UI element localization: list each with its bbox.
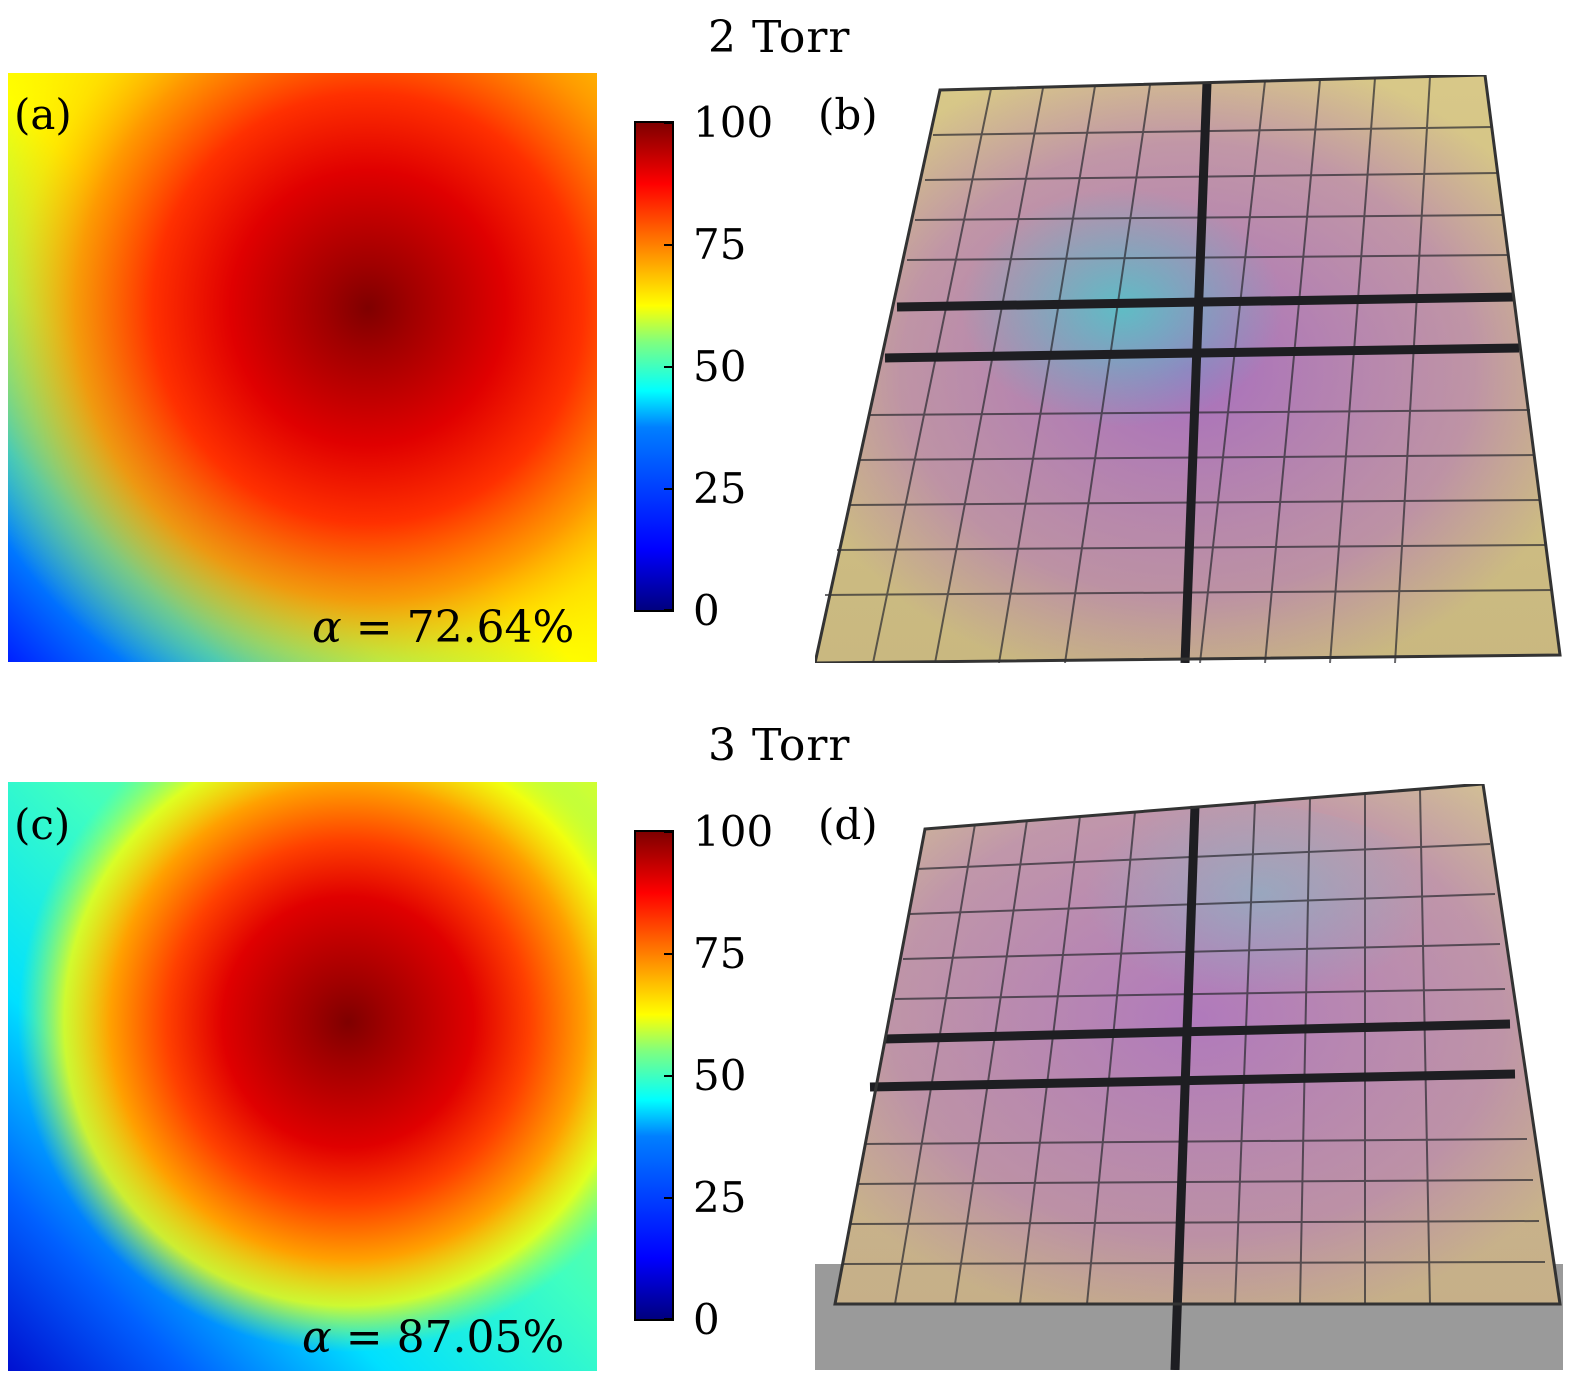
panel-label-d: (d)	[818, 800, 878, 849]
colorbar-top-tick-100	[664, 122, 674, 124]
colorbar-top-tick-25	[664, 488, 674, 490]
panel-label-c: (c)	[14, 800, 71, 849]
colorbar-bottom-label-25: 25	[693, 1173, 747, 1222]
colorbar-bottom-tick-50	[664, 1075, 674, 1077]
photo-d	[815, 782, 1563, 1371]
colorbar-bottom-label-75: 75	[693, 929, 747, 978]
colorbar-top-label-0: 0	[693, 586, 720, 635]
colorbar-top-label-50: 50	[693, 342, 747, 391]
panel-label-b: (b)	[818, 90, 878, 139]
alpha-text-c: = 87.05%	[345, 1312, 565, 1363]
colorbar-top-tick-50	[664, 366, 674, 368]
alpha-value-c: α = 87.05%	[302, 1312, 564, 1363]
alpha-text-a: = 72.64%	[355, 602, 575, 653]
title-2-torr: 2 Torr	[708, 12, 851, 63]
colorbar-bottom-tick-25	[664, 1197, 674, 1199]
colorbar-top-label-25: 25	[693, 464, 747, 513]
colorbar-bottom-label-50: 50	[693, 1051, 747, 1100]
alpha-value-a: α = 72.64%	[312, 602, 574, 653]
heatmap-a	[8, 73, 597, 662]
colorbar-top-label-100: 100	[693, 98, 774, 147]
title-3-torr: 3 Torr	[708, 720, 851, 771]
colorbar-bottom-tick-100	[664, 831, 674, 833]
colorbar-bottom-label-100: 100	[693, 807, 774, 856]
panel-label-a: (a)	[14, 90, 72, 139]
alpha-symbol-c: α	[302, 1312, 332, 1363]
colorbar-bottom-tick-0	[664, 1318, 674, 1320]
colorbar-bottom-tick-75	[664, 953, 674, 955]
heatmap-c	[8, 782, 597, 1371]
heatmap-a-svg	[8, 73, 597, 662]
colorbar-bottom-label-0: 0	[693, 1295, 720, 1344]
heatmap-c-svg	[8, 782, 597, 1371]
photo-b-svg	[813, 73, 1562, 665]
alpha-symbol-a: α	[312, 602, 342, 653]
photo-d-svg	[815, 782, 1563, 1371]
colorbar-top-tick-0	[664, 609, 674, 611]
colorbar-top-label-75: 75	[693, 220, 747, 269]
colorbar-top-tick-75	[664, 244, 674, 246]
photo-b	[813, 73, 1563, 665]
